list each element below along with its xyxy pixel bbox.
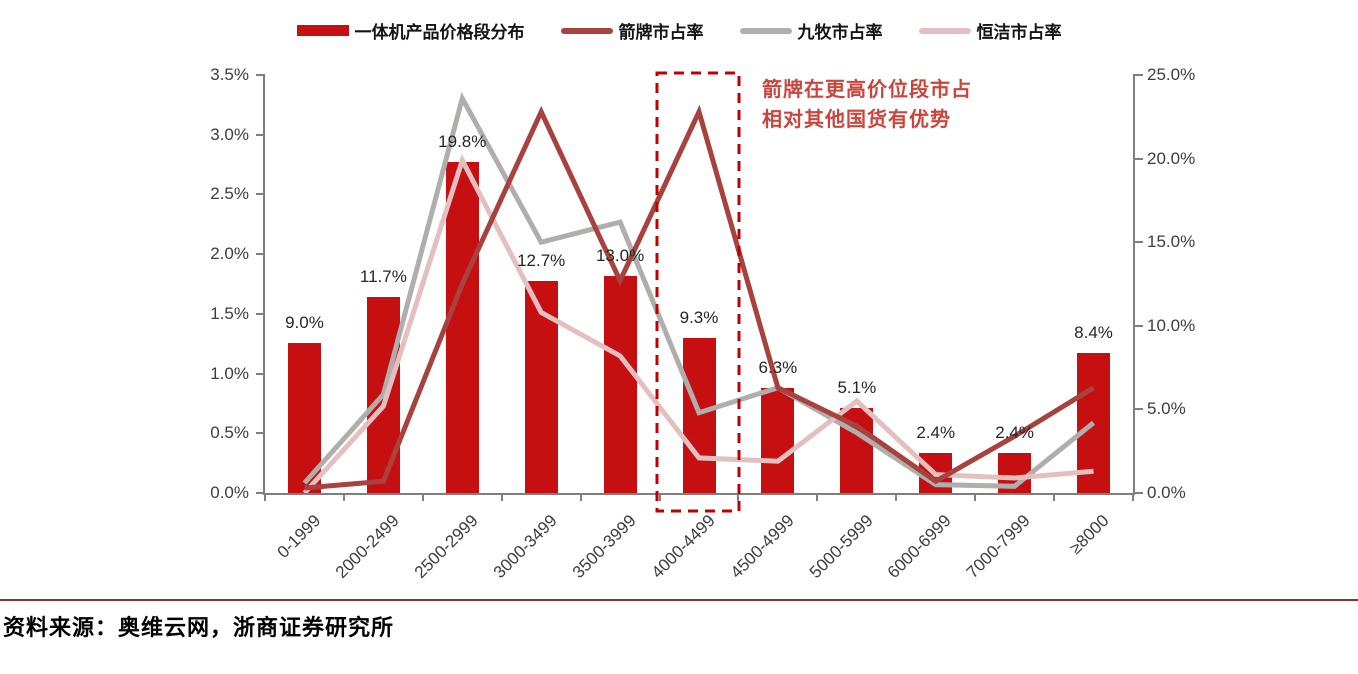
y-axis-left-tick [256, 253, 265, 256]
x-axis-tick [1132, 493, 1134, 501]
footer-divider [0, 599, 1358, 601]
bar-value-label: 8.4% [1074, 322, 1113, 342]
y-axis-left-tick [256, 193, 265, 196]
chart-legend: 一体机产品价格段分布 箭牌市占率 九牧市占率 恒洁市占率 [0, 18, 1358, 43]
bar-2500-2999 [445, 161, 479, 493]
x-axis-tick [895, 493, 898, 501]
bar-value-label: 6.3% [758, 357, 798, 377]
legend-line-swatch-icon [739, 27, 792, 34]
source-note: 资料来源：奥维云网，浙商证券研究所 [3, 615, 395, 641]
y-axis-left-tick-label: 2.0% [210, 244, 249, 264]
legend-label: 箭牌市占率 [618, 23, 704, 43]
y-axis-right-tick [1133, 492, 1143, 494]
x-axis-category-label: ≥8000 [1066, 511, 1113, 558]
y-axis-right-tick-label: 0.0% [1147, 483, 1186, 502]
legend-item-hengjie: 恒洁市占率 [918, 18, 1062, 43]
x-axis-tick [342, 493, 345, 501]
y-axis-right-tick-label: 15.0% [1147, 232, 1196, 252]
line-恒洁市占率 [302, 153, 1094, 495]
x-axis-category-label: 7000-7999 [963, 511, 1035, 582]
y-axis-left-tick-label: 2.5% [210, 184, 249, 204]
x-axis-category-label: 2000-2499 [331, 511, 403, 582]
legend-label: 九牧市占率 [797, 23, 883, 43]
legend-label: 一体机产品价格段分布 [354, 23, 525, 43]
y-axis-left-tick [256, 372, 265, 375]
x-axis-tick [264, 493, 266, 501]
annotation-text: 箭牌在更高价位段市占 相对其他国货有优势 [762, 74, 972, 134]
y-axis-right-tick-label: 25.0% [1147, 65, 1196, 84]
legend-bar-swatch-icon [296, 25, 349, 36]
x-axis-category-label: 4000-4499 [647, 511, 719, 582]
annotation-line: 箭牌在更高价位段市占 [762, 77, 972, 101]
y-axis-right-tick-label: 10.0% [1147, 315, 1196, 335]
bar-4500-4999 [761, 387, 795, 493]
bar-≥8000 [1077, 352, 1111, 493]
line-series [302, 91, 1096, 495]
x-axis-tick [421, 493, 424, 501]
bar-value-label: 13.0% [595, 245, 645, 265]
x-axis-category-label: 0-1999 [273, 511, 324, 562]
line-箭牌市占率 [304, 104, 1095, 491]
bar-value-label: 9.3% [679, 307, 719, 327]
x-axis-tick [658, 493, 661, 501]
y-axis-right [1133, 75, 1135, 493]
bar-value-label: 19.8% [438, 131, 487, 151]
y-axis-left-tick [256, 312, 265, 315]
legend-item-jianpai: 箭牌市占率 [560, 18, 704, 43]
line-九牧市占率 [302, 91, 1096, 489]
x-axis [263, 493, 1135, 495]
legend-label: 恒洁市占率 [976, 23, 1062, 43]
plot-area [265, 75, 1133, 495]
y-axis-right-tick [1133, 157, 1143, 160]
y-axis-left [263, 75, 265, 493]
x-axis-category-label: 4500-4999 [726, 511, 798, 582]
bar-value-label: 11.7% [359, 267, 407, 287]
legend-item-bar-series: 一体机产品价格段分布 [296, 18, 525, 43]
x-axis-category-label: 5000-5999 [805, 511, 877, 582]
x-axis-tick [579, 493, 582, 501]
y-axis-left-tick [256, 492, 265, 494]
highlight-box [655, 71, 741, 513]
y-axis-left-tick [256, 432, 265, 435]
y-axis-right-tick [1133, 408, 1143, 411]
y-axis-right-tick [1133, 74, 1143, 76]
y-axis-right-tick [1133, 324, 1143, 327]
y-axis-left-tick [256, 133, 265, 136]
y-axis-left-tick-label: 3.5% [210, 65, 249, 84]
x-axis-tick [1053, 493, 1056, 501]
y-axis-left-tick-label: 0.5% [210, 423, 249, 443]
legend-item-jiumu: 九牧市占率 [739, 18, 883, 43]
x-axis-category-label: 3500-3999 [568, 511, 640, 582]
bar-value-label: 2.4% [995, 422, 1034, 442]
y-axis-right-tick-label: 20.0% [1147, 148, 1196, 168]
y-axis-left-tick [256, 74, 265, 76]
y-axis-left-tick-label: 1.0% [210, 363, 249, 383]
y-axis-left-tick-label: 0.0% [210, 483, 249, 502]
x-axis-tick [737, 493, 740, 501]
y-axis-left-tick-label: 3.0% [210, 124, 249, 144]
annotation-line: 相对其他国货有优势 [762, 107, 951, 131]
y-axis-right-tick-label: 5.0% [1147, 399, 1186, 419]
bar-value-label: 5.1% [837, 377, 877, 397]
x-axis-category-label: 3000-3499 [489, 511, 561, 582]
bar-value-label: 9.0% [285, 312, 324, 332]
bar-value-label: 2.4% [916, 422, 956, 442]
x-axis-tick [816, 493, 819, 501]
y-axis-right-tick [1133, 241, 1143, 244]
x-axis-category-label: 2500-2999 [410, 511, 482, 582]
x-axis-tick [500, 493, 503, 501]
x-axis-category-label: 6000-6999 [884, 511, 956, 582]
legend-line-swatch-icon [560, 27, 613, 34]
bar-3500-3999 [603, 275, 637, 493]
x-axis-tick [974, 493, 977, 501]
legend-line-swatch-icon [918, 27, 971, 34]
bar-value-label: 12.7% [517, 250, 566, 270]
y-axis-left-tick-label: 1.5% [210, 303, 249, 323]
